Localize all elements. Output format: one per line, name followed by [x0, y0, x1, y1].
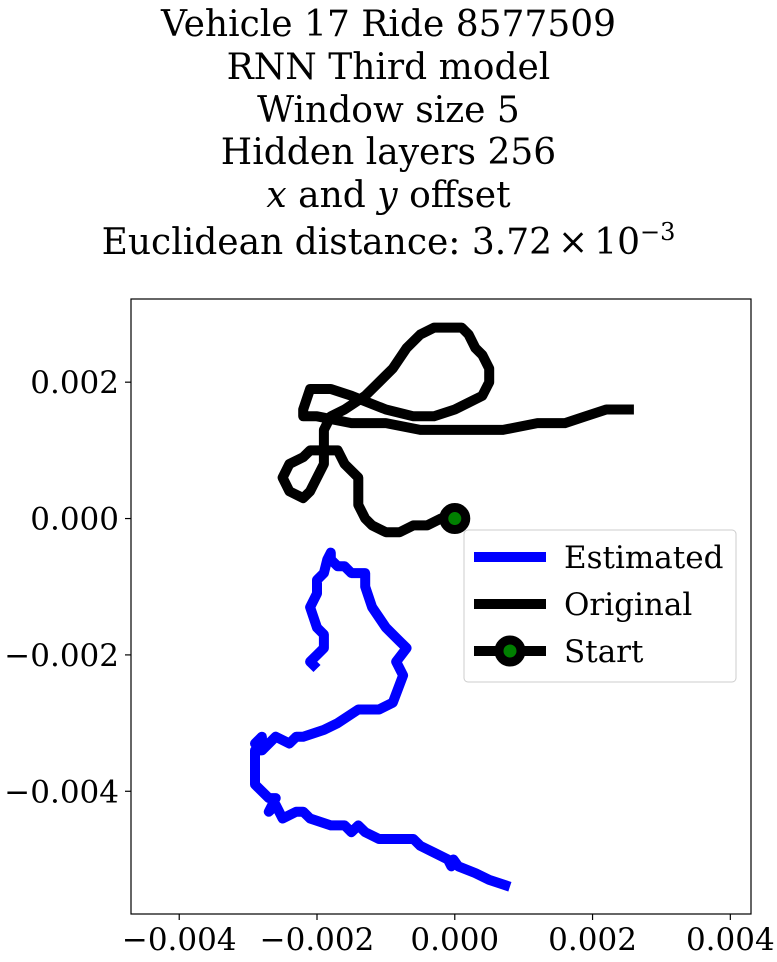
title-line-5: x and y offset: [0, 178, 777, 214]
title-y-var: y: [377, 175, 398, 216]
y-tick-label: −0.002: [4, 638, 119, 674]
legend-label-original: Original: [564, 587, 692, 623]
legend-box: [463, 529, 737, 683]
legend-marker-start: [494, 635, 526, 667]
title-base: 10: [594, 222, 641, 263]
legend-label-estimated: Estimated: [564, 540, 723, 576]
title-offset: offset: [397, 175, 511, 216]
title-line-4: Hidden layers 256: [220, 132, 557, 173]
x-tick-label: −0.002: [260, 922, 375, 958]
title-exponent: −3: [640, 218, 676, 246]
start-marker: [439, 503, 471, 535]
series-line-original: [277, 322, 634, 538]
legend: Estimated Original Start: [463, 529, 737, 683]
title-line-3: Window size 5: [257, 90, 520, 131]
x-tick-label: 0.004: [686, 922, 775, 958]
x-tick-label: −0.004: [122, 922, 237, 958]
title-times: ×: [558, 222, 589, 263]
x-tick-label: 0.002: [548, 922, 637, 958]
title-line-6: Euclidean distance: 3.72 × 10−3: [0, 220, 777, 261]
y-tick-label: 0.002: [30, 365, 119, 401]
series-line-estimated: [250, 547, 512, 892]
y-tick-label: 0.000: [30, 502, 119, 538]
title-line-1: Vehicle 17 Ride 8577509: [160, 4, 617, 45]
title-line-2: RNN Third model: [226, 47, 551, 88]
y-tick-label: −0.004: [4, 774, 119, 810]
title-and: and: [286, 175, 378, 216]
x-tick-label: 0.000: [410, 922, 499, 958]
title-distance-prefix: Euclidean distance: 3.72: [101, 222, 553, 263]
title-x-var: x: [266, 175, 287, 216]
legend-label-start: Start: [564, 634, 644, 670]
plot-frame: [130, 298, 752, 915]
